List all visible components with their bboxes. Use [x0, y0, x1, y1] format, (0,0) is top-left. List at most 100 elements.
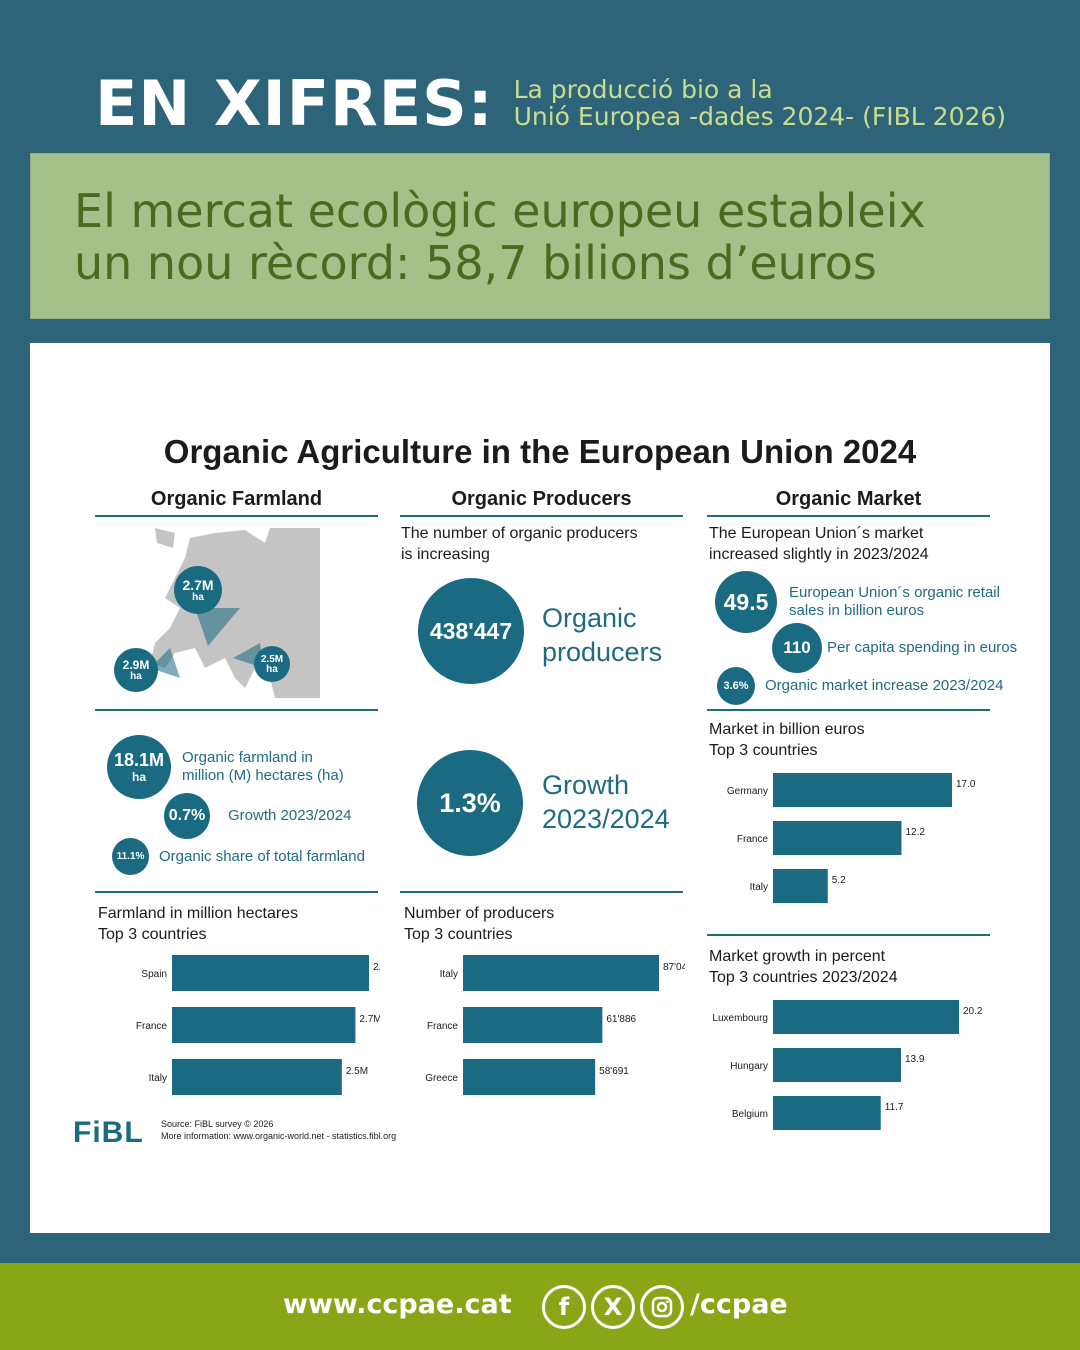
stat-value: 18.1M	[113, 750, 165, 770]
label-line: Organic	[542, 603, 637, 633]
producers-chart-title: Number of producers Top 3 countries	[404, 903, 554, 945]
bar	[172, 1007, 356, 1043]
label-line: producers	[542, 637, 663, 667]
intro-line: increased slightly in 2023/2024	[709, 546, 929, 563]
market-retail-label: European Union´s organic retail sales in…	[789, 584, 1000, 620]
category-label: Greece	[425, 1073, 458, 1084]
pin-value: 2.7M	[182, 577, 214, 593]
divider	[707, 515, 990, 517]
farmland-total-circle: 18.1M ha	[107, 735, 171, 799]
bar	[773, 821, 902, 855]
value-label: 58'691	[599, 1066, 629, 1077]
farmland-bar-chart: Spain 2.9M France 2.7M Italy 2.5M	[136, 955, 380, 1095]
intro-line: The number of organic producers	[401, 525, 638, 542]
market-chart2-title: Market growth in percent Top 3 countries…	[709, 946, 898, 988]
pin-value: 2.5M	[260, 653, 284, 665]
label-line: million (M) hectares (ha)	[182, 767, 344, 784]
divider	[95, 891, 378, 893]
producers-count: 438'447	[429, 617, 513, 644]
source-line: Source: FiBL survey © 2026	[161, 1119, 274, 1129]
instagram-glyph	[651, 1296, 673, 1318]
farmland-share-circle: 11.1%	[112, 838, 149, 875]
footer: www.ccpae.cat f X /ccpae	[0, 1263, 1080, 1350]
market-per-capita-circle: 110	[772, 623, 822, 673]
producers-growth-label: Growth 2023/2024	[542, 768, 670, 836]
value-label: 11.7	[885, 1102, 904, 1113]
value-label: 13.9	[905, 1054, 925, 1065]
market-increase: 3.6%	[723, 680, 749, 692]
value-label: 2.9M	[373, 962, 380, 973]
header-title: EN XIFRES:	[95, 66, 494, 140]
chart-title-line: Market growth in percent	[709, 948, 886, 965]
source-note: Source: FiBL survey © 2026 More informat…	[161, 1118, 396, 1142]
pin-unit: ha	[192, 592, 204, 603]
market-intro: The European Union´s market increased sl…	[709, 523, 929, 565]
chart-title-line: Top 3 countries 2023/2024	[709, 969, 898, 986]
category-label: Luxembourg	[712, 1013, 768, 1024]
header: EN XIFRES: La producció bio a la Unió Eu…	[95, 66, 1006, 140]
label-line: Growth	[542, 770, 630, 800]
value-label: 5.2	[832, 875, 846, 886]
map-land	[155, 528, 175, 548]
stat-value: 11.1%	[116, 851, 145, 862]
market-growth-bar-chart: Luxembourg 20.2 Hungary 13.9 Belgium 11.7	[712, 1000, 983, 1130]
label-line: Organic farmland in	[182, 749, 313, 766]
fibl-logo: FiBL	[73, 1116, 144, 1149]
producers-bar-chart: Italy 87'042 France 61'886 Greece 58'691	[425, 955, 685, 1095]
value-label: 61'886	[606, 1014, 636, 1025]
instagram-icon[interactable]	[640, 1285, 684, 1329]
category-label: Italy	[440, 969, 458, 980]
bar	[773, 1096, 881, 1130]
bar	[172, 1059, 342, 1095]
value-label: 12.2	[905, 827, 925, 838]
market-heading: Organic Market	[775, 488, 922, 510]
chart-title-line: Top 3 countries	[404, 926, 513, 943]
value-label: 2.5M	[346, 1066, 368, 1077]
market-retail: 49.5	[723, 588, 769, 615]
chart-title-line: Farmland in million hectares	[98, 905, 299, 922]
chart-title-line: Market in billion euros	[709, 721, 865, 738]
category-label: Hungary	[730, 1061, 768, 1072]
map-pin-italy: 2.7M ha	[174, 566, 222, 614]
website-link[interactable]: www.ccpae.cat	[283, 1289, 512, 1320]
headline-line-1: El mercat ecològic europeu estableix	[74, 184, 926, 238]
divider	[400, 515, 683, 517]
headline-line-2: un nou rècord: 58,7 bilions d’euros	[74, 236, 877, 290]
stat-unit: ha	[131, 770, 146, 784]
market-per-capita-label: Per capita spending in euros	[827, 639, 1018, 656]
chart-title-line: Number of producers	[404, 905, 555, 922]
producers-count-label: Organic producers	[542, 601, 662, 669]
pin-unit: ha	[266, 663, 278, 675]
bar	[463, 1059, 596, 1095]
intro-line: is increasing	[401, 546, 490, 563]
bar	[773, 1048, 901, 1082]
farmland-growth-circle: 0.7%	[164, 793, 210, 839]
divider	[707, 709, 990, 711]
market-chart1-title: Market in billion euros Top 3 countries	[709, 719, 865, 761]
headline-banner: El mercat ecològic europeu estableix un …	[30, 153, 1050, 319]
divider	[400, 891, 683, 893]
category-label: Italy	[149, 1073, 167, 1084]
label-line: sales in billion euros	[789, 602, 925, 619]
facebook-icon[interactable]: f	[542, 1285, 586, 1329]
category-label: Germany	[727, 786, 768, 797]
pin-unit: ha	[130, 671, 142, 682]
chart-title-line: Top 3 countries	[98, 926, 207, 943]
bar	[172, 955, 369, 991]
map-pin-spain: 2.9M ha	[114, 648, 158, 692]
category-label: France	[737, 834, 769, 845]
market-bar-chart: Germany 17.0 France 12.2 Italy 5.2	[727, 773, 976, 903]
pin-value: 2.9M	[122, 658, 150, 672]
market-retail-circle: 49.5	[715, 571, 777, 633]
social-handle[interactable]: /ccpae	[690, 1289, 788, 1320]
x-icon[interactable]: X	[591, 1285, 635, 1329]
category-label: France	[427, 1021, 459, 1032]
bar	[463, 955, 659, 991]
market-increase-circle: 3.6%	[717, 667, 755, 705]
divider	[707, 934, 990, 936]
value-label: 87'042	[663, 962, 685, 973]
producers-growth: 1.3%	[439, 787, 501, 818]
subtitle-line-1: La producció bio a la	[513, 75, 773, 104]
producers-intro: The number of organic producers is incre…	[401, 523, 638, 565]
bar	[773, 1000, 959, 1034]
